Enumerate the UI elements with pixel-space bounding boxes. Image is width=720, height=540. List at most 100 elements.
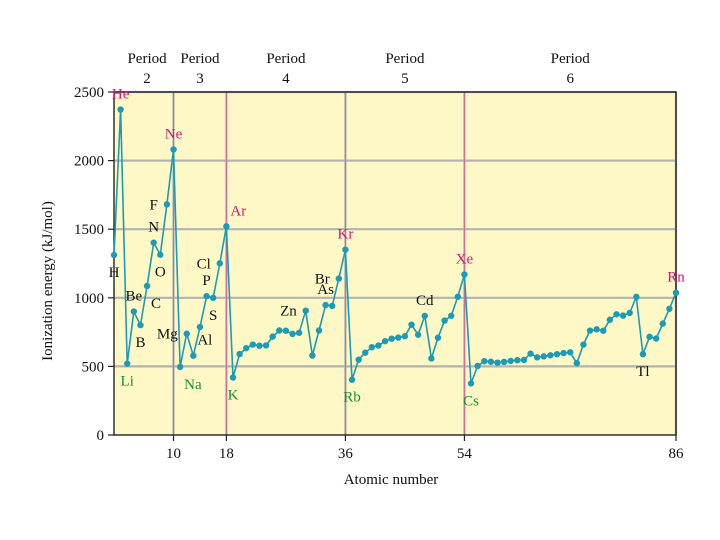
data-point — [580, 341, 587, 348]
x-tick-label: 54 — [457, 446, 473, 462]
element-label-cl: Cl — [197, 256, 211, 272]
data-point — [209, 294, 217, 301]
data-point — [487, 358, 495, 365]
data-point — [659, 320, 666, 327]
data-point — [362, 349, 369, 356]
x-tick-label: 18 — [219, 446, 234, 462]
element-label-o: O — [155, 265, 166, 281]
element-label-rb: Rb — [343, 390, 361, 406]
data-point — [229, 374, 237, 381]
x-axis-ticks: 10 18 36 54 86 — [166, 435, 684, 462]
period-number: 2 — [143, 71, 151, 87]
element-label-br: Br — [315, 272, 330, 288]
data-point — [547, 352, 554, 359]
data-point — [375, 342, 382, 349]
data-point — [600, 327, 607, 334]
period-number: 5 — [401, 71, 409, 87]
element-label-n: N — [148, 220, 159, 236]
data-point — [401, 333, 409, 340]
data-point — [196, 323, 204, 331]
data-point — [282, 327, 290, 334]
data-point — [243, 344, 250, 352]
element-label-he: He — [112, 87, 130, 103]
data-point — [514, 357, 521, 364]
data-point — [176, 363, 184, 371]
period-number: 4 — [282, 71, 290, 87]
element-label-c: C — [151, 296, 161, 312]
element-label-al: Al — [197, 333, 212, 349]
element-label-as: As — [317, 282, 334, 298]
data-point — [269, 333, 276, 340]
data-point — [256, 342, 263, 349]
data-point — [216, 260, 223, 267]
x-axis-label: Atomic number — [344, 472, 439, 488]
data-point — [355, 356, 362, 363]
data-point — [117, 106, 124, 113]
data-point — [606, 316, 614, 323]
data-point — [110, 251, 118, 259]
data-point — [448, 312, 455, 319]
data-point — [533, 354, 541, 361]
data-point — [408, 321, 415, 328]
y-tick-label: 2500 — [74, 85, 104, 101]
data-point — [157, 251, 164, 258]
data-point — [137, 321, 144, 329]
data-point — [421, 312, 428, 320]
data-point — [124, 360, 131, 367]
element-label-zn: Zn — [280, 304, 297, 320]
data-point — [322, 301, 329, 309]
data-point — [672, 289, 680, 296]
period-label: Period — [551, 51, 591, 67]
data-point — [646, 333, 653, 340]
data-point — [289, 330, 296, 338]
y-tick-label: 0 — [97, 428, 105, 444]
element-label-mg: Mg — [157, 327, 178, 343]
period-number: 3 — [196, 71, 204, 87]
data-point — [262, 342, 270, 349]
data-point — [520, 356, 528, 364]
element-label-li: Li — [121, 374, 134, 390]
data-point — [236, 350, 243, 358]
period-number: 6 — [566, 71, 574, 87]
data-point — [315, 327, 323, 334]
y-tick-label: 1500 — [74, 222, 104, 238]
data-point — [593, 326, 600, 333]
element-label-ar: Ar — [230, 203, 246, 219]
period-label: Period — [385, 51, 425, 67]
y-tick-label: 500 — [82, 359, 105, 375]
element-label-rn: Rn — [667, 270, 685, 286]
x-tick-label: 36 — [338, 446, 354, 462]
plot-frame — [113, 91, 677, 436]
data-point — [481, 357, 488, 365]
data-point — [474, 362, 481, 370]
data-point — [666, 305, 673, 312]
data-point — [190, 352, 197, 359]
data-point — [527, 350, 534, 357]
data-point — [414, 331, 422, 338]
element-label-cs: Cs — [463, 393, 479, 409]
period-label: Period — [180, 51, 220, 67]
data-point — [223, 223, 230, 230]
period-label: Period — [266, 51, 306, 67]
data-point — [567, 349, 574, 356]
data-point — [348, 376, 356, 383]
y-tick-label: 2000 — [74, 154, 104, 170]
y-axis-label: Ionization energy (kJ/mol) — [40, 201, 56, 361]
data-point — [461, 271, 468, 278]
data-point — [573, 359, 581, 367]
element-label-h: H — [109, 265, 120, 281]
y-axis-ticks: 0 500 1000 1500 2000 2500 — [74, 85, 114, 444]
period-label: Period — [127, 51, 167, 67]
element-label-tl: Tl — [636, 364, 649, 380]
data-point — [170, 146, 177, 153]
data-point — [183, 330, 190, 337]
x-tick-label: 86 — [669, 446, 685, 462]
element-label-f: F — [150, 197, 158, 213]
x-tick-label: 10 — [166, 446, 181, 462]
series-ionization-energy — [110, 106, 680, 387]
data-point — [328, 302, 336, 310]
element-label-k: K — [228, 388, 239, 404]
data-point — [454, 293, 462, 300]
